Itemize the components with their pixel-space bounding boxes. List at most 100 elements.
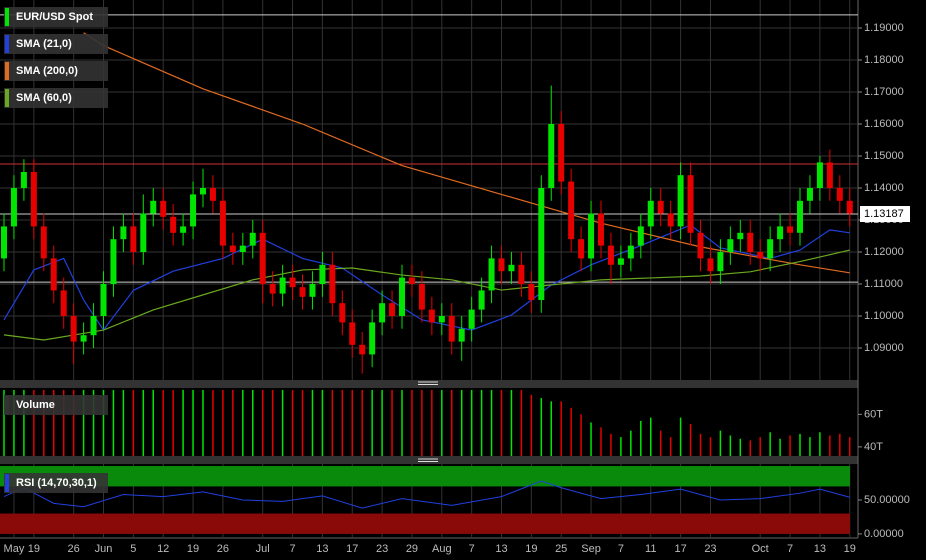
legend-swatch (5, 8, 9, 26)
candle-body (687, 175, 694, 233)
sma-line (3, 249, 850, 341)
y-tick-label: 1.19000 (864, 22, 904, 34)
x-tick-label: Jul (256, 543, 270, 555)
candle-body (697, 232, 704, 259)
candle-body (418, 284, 425, 310)
candle-body (806, 188, 813, 201)
candle-body (60, 290, 67, 316)
x-tick-label: 29 (406, 543, 418, 555)
candle-body (309, 284, 316, 297)
candle-body (329, 264, 336, 304)
candle-body (229, 245, 236, 252)
candle-body (578, 239, 585, 259)
y-tick-label: 1.11000 (864, 278, 903, 290)
legend-box (4, 88, 108, 108)
candle-body (488, 258, 495, 291)
legend-box (4, 473, 108, 493)
candle-body (90, 316, 97, 336)
price-label: 1.13187 (864, 208, 904, 220)
y-tick-label: 1.12000 (864, 246, 904, 258)
candle-body (757, 252, 764, 259)
x-tick-label: 19 (844, 543, 856, 555)
candle-body (259, 232, 266, 284)
candle-body (448, 316, 455, 342)
candle-body (468, 309, 475, 329)
legend-label: EUR/USD Spot (16, 11, 93, 23)
candle-body (1, 226, 7, 259)
legend-label: Volume (16, 399, 55, 411)
candle-body (667, 213, 674, 227)
x-tick-label: 23 (376, 543, 388, 555)
candle-body (478, 290, 485, 310)
x-tick-label: 17 (674, 543, 686, 555)
candle-body (10, 188, 17, 227)
candle-body (787, 226, 794, 233)
candle-body (50, 258, 57, 291)
candle-body (160, 200, 167, 217)
candle-body (717, 252, 724, 272)
candle-body (200, 188, 206, 195)
legend-item: SMA (60,0) (4, 88, 108, 108)
x-tick-label: 7 (289, 543, 295, 555)
x-tick-label: Sep (581, 543, 601, 555)
candle-body (747, 232, 754, 252)
candle-body (110, 239, 117, 284)
candle-body (518, 264, 525, 284)
candle-body (588, 213, 595, 259)
legend-swatch (5, 35, 9, 53)
candle-body (737, 232, 744, 240)
candle-body (816, 162, 823, 188)
grip[interactable] (418, 458, 438, 462)
y-tick-label: 0.00000 (864, 528, 904, 540)
candle-body (767, 239, 774, 259)
candle-body (797, 200, 803, 233)
candle-body (40, 226, 47, 259)
x-tick-label: Oct (752, 543, 769, 555)
rsi-upper-band (0, 466, 850, 487)
legend-box (4, 7, 108, 27)
legend-item: SMA (21,0) (4, 34, 108, 54)
candle-body (369, 322, 376, 355)
x-tick-label: 23 (704, 543, 716, 555)
legend-box (4, 61, 108, 81)
x-tick-label: Aug (432, 543, 452, 555)
x-tick-label: 19 (28, 543, 40, 555)
x-tick-label: 19 (187, 543, 199, 555)
candle-body (627, 245, 634, 259)
candle-body (528, 284, 535, 300)
grip[interactable] (418, 381, 438, 385)
x-tick-label: 11 (645, 543, 656, 555)
legend-swatch (5, 474, 9, 492)
candle-body (607, 245, 614, 265)
candle-body (389, 303, 396, 316)
divider (0, 456, 858, 464)
y-tick-label: 1.14000 (864, 182, 904, 194)
x-tick-label: 26 (68, 543, 80, 555)
candle-body (80, 335, 87, 342)
legend-box (4, 395, 108, 415)
candle-body (657, 200, 664, 214)
legend-label: RSI (14,70,30,1) (16, 477, 97, 489)
candle-body (677, 175, 684, 227)
candle-body (130, 226, 137, 252)
x-tick-label: May (4, 543, 25, 555)
candle-body (568, 181, 575, 240)
plot: May 19 26 Jun 5 12 19 26 Jul 7 13 17 23 29 Aug 7 13 19 25 S… (0, 0, 910, 555)
x-tick-label: 13 (814, 543, 826, 555)
candle-body (617, 258, 624, 265)
candle-body (548, 124, 555, 188)
rsi-line (3, 480, 850, 509)
x-tick-label: 17 (346, 543, 358, 555)
candle-body (558, 124, 565, 182)
y-tick-label: 1.18000 (864, 54, 904, 66)
candle-body (30, 172, 37, 227)
legend-item: EUR/USD Spot (4, 7, 108, 27)
y-tick-label: 1.10000 (864, 310, 904, 322)
x-tick-label: 5 (130, 543, 136, 555)
x-tick-label: 25 (555, 543, 567, 555)
candle-body (170, 216, 177, 233)
y-tick-label: 40T (864, 441, 883, 453)
candle-body (647, 200, 654, 227)
rsi-lower-band (0, 513, 850, 534)
